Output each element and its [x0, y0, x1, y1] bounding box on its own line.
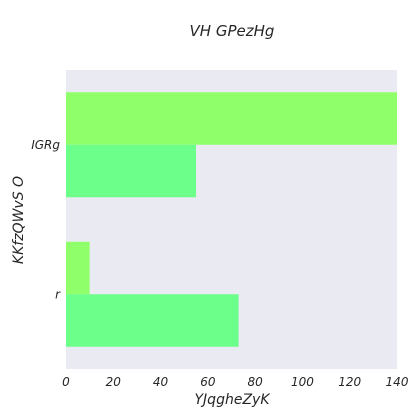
bar-r-series-2 — [66, 294, 239, 347]
x-tick-label: 140 — [386, 375, 409, 389]
x-ticks: 0 20 40 60 80 100 120 140 — [62, 375, 409, 389]
y-tick-label: IGRg — [31, 138, 60, 152]
y-tick-label: r — [55, 287, 61, 301]
x-tick-label: 120 — [338, 375, 361, 389]
x-tick-label: 0 — [62, 375, 70, 389]
y-ticks: IGRg r — [31, 138, 61, 302]
bar-IGRg-series-2 — [66, 144, 197, 198]
x-tick-label: 20 — [106, 375, 122, 389]
x-tick-label: 60 — [200, 375, 216, 389]
x-axis-label: YJqgheZyK — [195, 392, 272, 408]
bars — [66, 92, 397, 347]
x-tick-label: 40 — [153, 375, 169, 389]
chart-title: VH GPezHg — [190, 22, 275, 40]
x-tick-label: 80 — [248, 375, 264, 389]
bar-IGRg-series-1 — [66, 92, 397, 145]
x-tick-label: 100 — [291, 375, 314, 389]
y-axis-label: KKfzQWvS O — [11, 176, 27, 264]
bar-r-series-1 — [66, 241, 90, 295]
